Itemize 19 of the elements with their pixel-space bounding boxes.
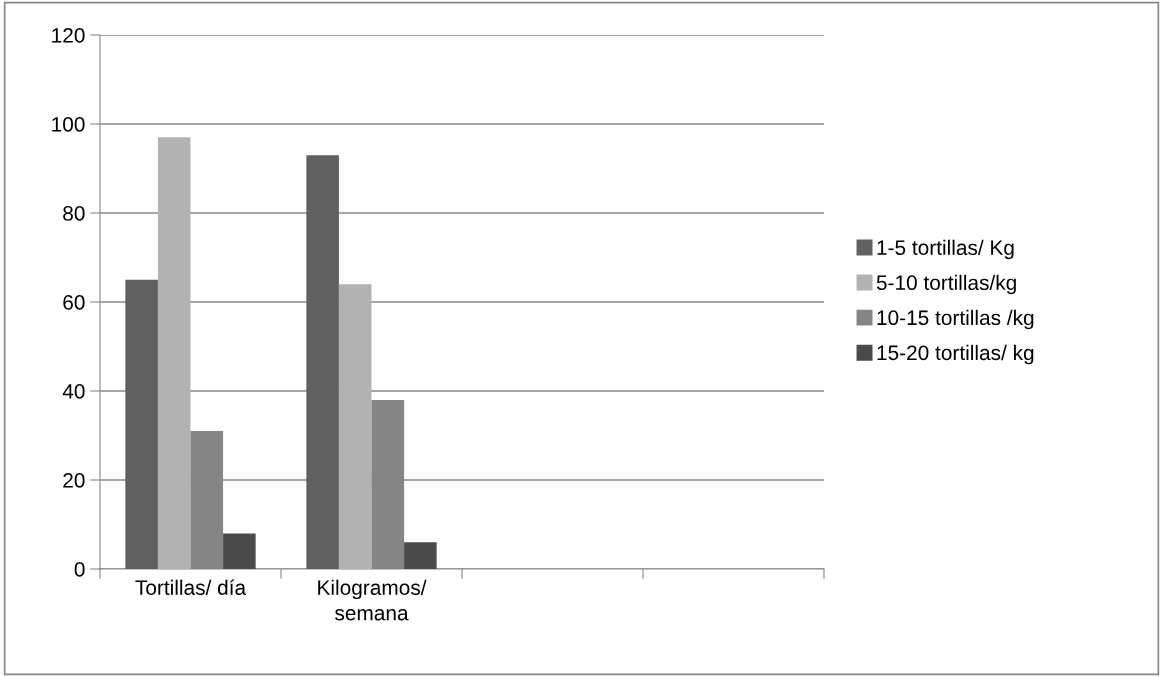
y-tick-label: 0 — [74, 562, 85, 577]
x-tick-label: Tortillas/ día — [135, 579, 247, 595]
y-tick-label: 20 — [63, 473, 85, 488]
y-tick-label: 80 — [63, 206, 85, 221]
bar — [157, 137, 191, 569]
bar — [125, 279, 158, 569]
legend-label: 1-5 tortillas/ Kg — [877, 239, 1014, 260]
bar — [223, 533, 256, 569]
legend-label: 15-20 tortillas/ kg — [877, 344, 1034, 365]
legend-label: 10-15 tortillas /kg — [877, 309, 1034, 330]
legend-label: 5-10 tortillas/kg — [876, 274, 1016, 295]
y-tick-label: 120 — [52, 28, 85, 43]
y-tick-label: 60 — [63, 295, 85, 310]
bar — [338, 284, 372, 569]
bar — [306, 155, 339, 569]
bar — [404, 542, 437, 569]
y-tick-label: 100 — [52, 117, 85, 132]
x-tick-label: Kilogramos/ semana — [318, 579, 427, 621]
y-tick-label: 40 — [62, 384, 85, 399]
